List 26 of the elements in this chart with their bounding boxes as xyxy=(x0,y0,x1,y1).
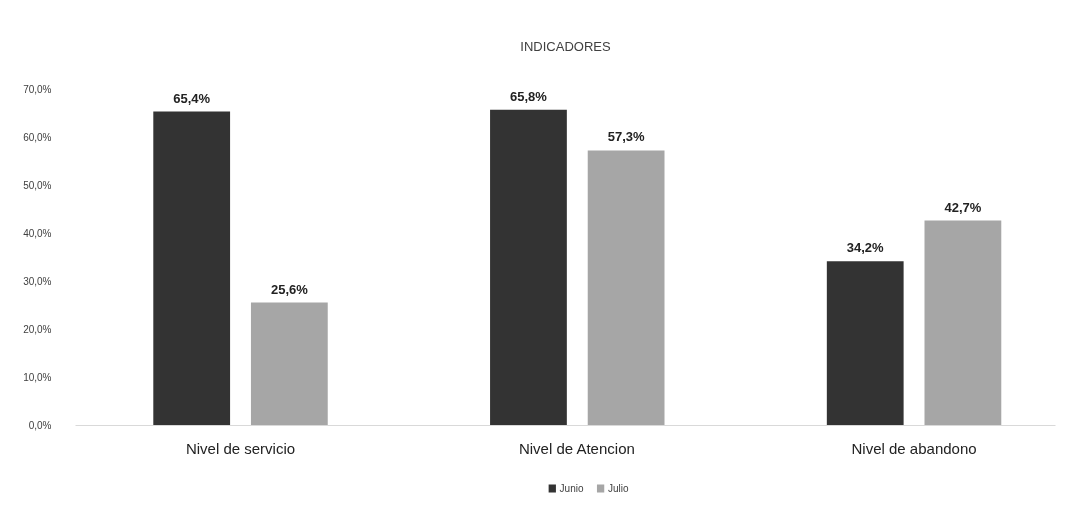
x-tick-label: Nivel de Atencion xyxy=(518,439,635,457)
legend-label: Julio xyxy=(607,483,629,494)
y-tick-label: 10,0% xyxy=(23,372,52,383)
bar xyxy=(587,150,665,426)
legend-label: Junio xyxy=(559,483,584,494)
y-tick-label: 70,0% xyxy=(23,84,52,95)
x-tick-label: Nivel de servicio xyxy=(185,439,296,457)
data-label: 65,8% xyxy=(510,88,548,104)
y-tick-label: 0,0% xyxy=(28,420,52,431)
data-label: 65,4% xyxy=(173,90,211,106)
y-tick-label: 60,0% xyxy=(23,132,52,143)
y-tick-label: 20,0% xyxy=(23,324,52,335)
bar xyxy=(924,220,1002,426)
bar xyxy=(490,109,567,426)
bar xyxy=(153,111,231,426)
data-label: 57,3% xyxy=(607,129,645,145)
data-label: 42,7% xyxy=(944,199,982,215)
y-tick-label: 40,0% xyxy=(23,228,52,239)
data-label: 25,6% xyxy=(270,281,309,297)
y-tick-label: 30,0% xyxy=(23,276,52,287)
data-label: 34,2% xyxy=(846,240,885,256)
bar xyxy=(826,261,904,426)
chart-title: INDICADORES xyxy=(520,38,611,54)
x-tick-label: Nivel de abandono xyxy=(851,439,977,457)
bar xyxy=(250,302,328,426)
y-tick-label: 50,0% xyxy=(23,180,52,191)
